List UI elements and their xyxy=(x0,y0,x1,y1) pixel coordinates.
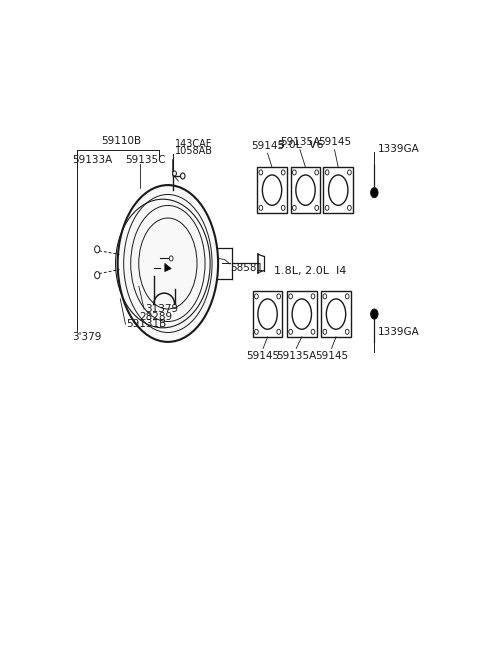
Ellipse shape xyxy=(258,299,277,329)
Text: 59110B: 59110B xyxy=(101,135,142,146)
Circle shape xyxy=(311,329,315,334)
Ellipse shape xyxy=(263,175,282,205)
Text: 59145: 59145 xyxy=(247,351,280,361)
Circle shape xyxy=(315,170,319,175)
Circle shape xyxy=(292,170,296,175)
Bar xyxy=(287,291,317,337)
Text: 3'379: 3'379 xyxy=(72,332,102,342)
Text: 1.8L, 2.0L  I4: 1.8L, 2.0L I4 xyxy=(274,266,346,276)
Circle shape xyxy=(277,329,281,334)
Polygon shape xyxy=(165,263,171,271)
Circle shape xyxy=(254,329,258,334)
Circle shape xyxy=(289,294,292,299)
Circle shape xyxy=(289,329,292,334)
Ellipse shape xyxy=(296,175,315,205)
Text: 1339GA: 1339GA xyxy=(378,144,420,154)
Circle shape xyxy=(95,246,100,253)
Circle shape xyxy=(95,271,100,279)
Circle shape xyxy=(169,256,173,261)
Circle shape xyxy=(325,170,329,175)
Ellipse shape xyxy=(118,185,218,342)
Circle shape xyxy=(348,206,351,210)
Circle shape xyxy=(311,294,315,299)
Text: 59135A: 59135A xyxy=(276,351,316,361)
Circle shape xyxy=(259,206,263,210)
Circle shape xyxy=(345,294,349,299)
Bar xyxy=(324,168,353,213)
Bar xyxy=(257,168,287,213)
Text: 59135A: 59135A xyxy=(280,137,320,147)
Circle shape xyxy=(323,294,327,299)
Bar xyxy=(321,291,351,337)
Text: 58581: 58581 xyxy=(230,263,264,273)
Circle shape xyxy=(259,170,263,175)
Ellipse shape xyxy=(326,299,346,329)
Circle shape xyxy=(281,170,285,175)
Circle shape xyxy=(345,329,349,334)
Text: 143CAF: 143CAF xyxy=(175,139,212,148)
Bar xyxy=(252,291,282,337)
Circle shape xyxy=(173,171,177,176)
Circle shape xyxy=(371,188,378,198)
Circle shape xyxy=(315,206,319,210)
Circle shape xyxy=(292,206,296,210)
Circle shape xyxy=(281,206,285,210)
Text: 1058AB: 1058AB xyxy=(175,146,213,156)
Circle shape xyxy=(323,329,327,334)
Circle shape xyxy=(180,173,185,179)
Text: 59145: 59145 xyxy=(251,141,284,150)
Text: 28289: 28289 xyxy=(139,311,172,322)
Text: 59145: 59145 xyxy=(318,137,351,147)
Ellipse shape xyxy=(329,175,348,205)
Text: 1339GA: 1339GA xyxy=(378,327,420,337)
Bar xyxy=(290,168,321,213)
Text: 3.0L  V6: 3.0L V6 xyxy=(277,139,323,150)
Text: 59133A: 59133A xyxy=(72,155,112,165)
Text: 31379: 31379 xyxy=(145,304,178,314)
Text: 59145: 59145 xyxy=(315,351,348,361)
Ellipse shape xyxy=(292,299,312,329)
Text: 59131B: 59131B xyxy=(126,319,167,329)
Circle shape xyxy=(254,294,258,299)
Circle shape xyxy=(371,309,378,319)
Circle shape xyxy=(277,294,281,299)
Circle shape xyxy=(348,170,351,175)
Text: 59135C: 59135C xyxy=(125,155,166,165)
Circle shape xyxy=(325,206,329,210)
